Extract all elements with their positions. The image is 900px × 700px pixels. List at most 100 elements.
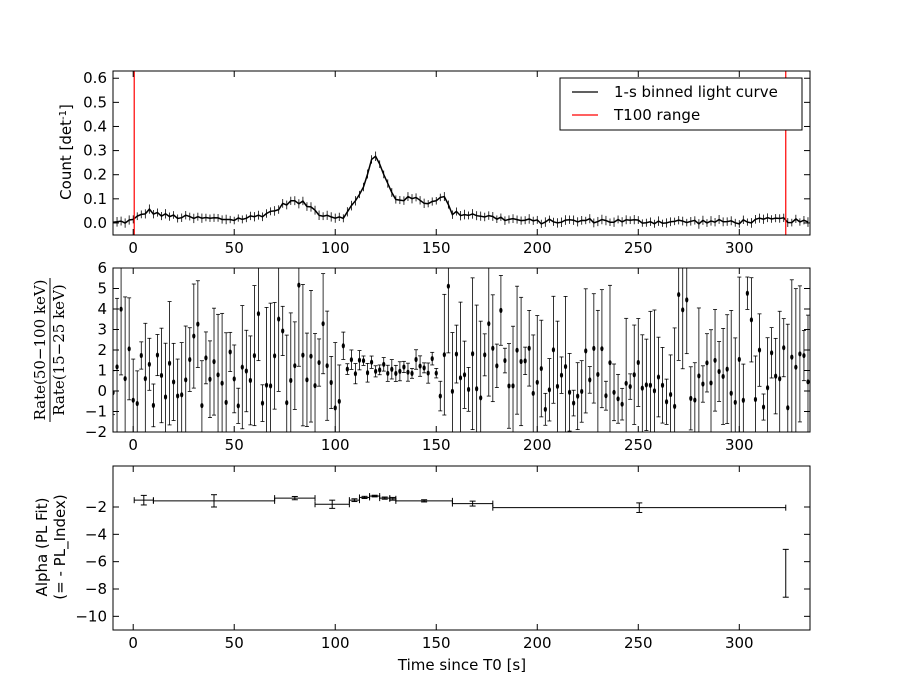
top-frame xyxy=(112,70,811,236)
bottom-ytick-label: −4 xyxy=(85,525,107,543)
hardness-point xyxy=(677,291,681,298)
hardness-point xyxy=(289,377,293,384)
hardness-point xyxy=(167,360,172,366)
hardness-point xyxy=(454,351,459,357)
hardness-point xyxy=(604,393,608,399)
hardness-point xyxy=(572,400,576,406)
alpha-panel: 0 50 100 150 200 250 300 −10 −8 −6 −4 −2 xyxy=(75,465,811,652)
bottom-ylabel-line1: Alpha (PL Fit) xyxy=(33,498,51,597)
hardness-point xyxy=(293,363,297,369)
hardness-point xyxy=(426,370,430,376)
hardness-point xyxy=(180,392,184,398)
hardness-point xyxy=(301,352,305,358)
bottom-ylabel-line2: (= - PL_Index) xyxy=(51,494,70,599)
top-ytick-label: 0.3 xyxy=(83,142,107,160)
hardness-point xyxy=(240,364,244,370)
hardness-point xyxy=(325,363,329,369)
hardness-point xyxy=(725,366,729,372)
top-xtick-label: 50 xyxy=(225,239,244,257)
hardness-point xyxy=(155,352,160,358)
hardness-point xyxy=(588,377,592,383)
hardness-point xyxy=(733,399,737,405)
hardness-point xyxy=(741,397,745,403)
hardness-point xyxy=(398,368,402,374)
hardness-point xyxy=(660,382,665,388)
middle-xtick-label: 300 xyxy=(725,436,754,454)
hardness-point xyxy=(644,382,648,388)
hardness-point xyxy=(608,360,612,366)
hardness-point xyxy=(757,347,762,353)
hardness-point xyxy=(273,353,277,359)
top-ylabel-sup: -1 xyxy=(58,110,69,120)
bottom-xtick-label: 150 xyxy=(422,634,451,652)
hardness-point xyxy=(462,372,467,378)
hardness-point xyxy=(596,371,600,378)
bottom-ytick-label: −2 xyxy=(85,498,107,516)
top-xtick-label: 250 xyxy=(624,239,653,257)
hardness-point xyxy=(256,311,261,317)
hardness-point xyxy=(386,370,390,376)
hardness-point xyxy=(749,317,754,323)
bottom-xtick-label: 50 xyxy=(225,634,244,652)
top-xtick-label: 150 xyxy=(422,239,451,257)
hardness-point xyxy=(487,321,491,327)
hardness-point xyxy=(519,358,523,365)
hardness-point xyxy=(778,376,782,382)
hardness-point xyxy=(475,386,479,392)
hardness-point xyxy=(458,375,463,381)
middle-xtick-label: 100 xyxy=(321,436,350,454)
light-curve-line xyxy=(113,155,809,225)
hardness-point xyxy=(737,356,741,362)
hardness-point xyxy=(770,350,774,356)
hardness-point xyxy=(353,371,358,377)
hardness-point xyxy=(135,400,139,407)
hardness-point xyxy=(729,390,733,396)
top-ylabel: Count [det-1] xyxy=(57,104,75,200)
hardness-point xyxy=(798,351,802,357)
hardness-point xyxy=(669,391,673,398)
middle-ytick-label: −1 xyxy=(85,403,107,421)
hardness-point xyxy=(802,352,806,359)
hardness-point xyxy=(143,376,147,382)
legend-label-t100: T100 range xyxy=(613,106,700,124)
hardness-point xyxy=(260,400,265,406)
hardness-point xyxy=(450,388,455,394)
hardness-point xyxy=(640,385,644,391)
hardness-point xyxy=(689,395,693,401)
hardness-point xyxy=(442,352,446,358)
middle-ytick-label: 2 xyxy=(97,341,107,359)
hardness-point xyxy=(782,345,786,351)
hardness-point xyxy=(806,379,810,385)
hardness-point xyxy=(652,388,657,394)
hardness-point xyxy=(244,368,248,374)
hardness-point xyxy=(600,346,604,352)
hardness-point xyxy=(685,297,689,303)
hardness-point xyxy=(786,405,790,411)
hardness-point xyxy=(212,359,216,365)
hardness-point xyxy=(479,395,483,401)
bottom-xtick-label: 100 xyxy=(321,634,350,652)
hardness-point xyxy=(369,359,374,365)
hardness-point xyxy=(495,363,499,369)
hardness-point xyxy=(341,343,345,349)
hardness-point xyxy=(422,365,426,371)
hardness-point xyxy=(535,379,539,385)
hardness-point xyxy=(139,352,143,359)
hardness-point xyxy=(172,379,176,385)
hardness-point xyxy=(131,397,135,403)
hardness-point xyxy=(216,372,220,378)
bottom-ytick-label: −8 xyxy=(85,580,107,598)
hardness-point xyxy=(576,393,580,399)
hardness-point xyxy=(305,377,309,383)
hardness-point xyxy=(507,383,511,389)
hardness-point xyxy=(277,316,281,322)
hardness-point xyxy=(713,357,717,363)
light-curve-panel: 0 50 100 150 200 250 300 0.0 0.1 0.2 0.3 0.4 0.5 0.6 xyxy=(83,69,811,257)
hardness-point xyxy=(551,347,556,353)
hardness-point xyxy=(357,357,362,363)
hardness-point xyxy=(159,372,164,379)
bottom-xtick-label: 0 xyxy=(128,634,138,652)
middle-ytick-label: 0 xyxy=(97,382,107,400)
legend-label-light-curve: 1-s binned light curve xyxy=(614,83,778,101)
